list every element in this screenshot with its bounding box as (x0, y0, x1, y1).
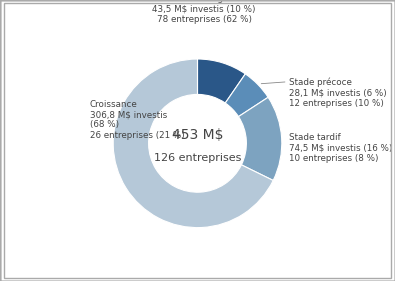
Wedge shape (198, 59, 245, 103)
Wedge shape (225, 74, 268, 117)
Text: Stade précoce
28,1 M$ investis (6 %)
12 entreprises (10 %): Stade précoce 28,1 M$ investis (6 %) 12 … (288, 78, 386, 108)
Text: Démarrage
43,5 M$ investis (10 %)
78 entreprises (62 %): Démarrage 43,5 M$ investis (10 %) 78 ent… (152, 0, 256, 24)
Wedge shape (239, 97, 282, 180)
Wedge shape (113, 59, 273, 228)
Text: 126 entreprises: 126 entreprises (154, 153, 241, 164)
Text: Stade tardif
74,5 M$ investis (16 %)
10 entreprises (8 %): Stade tardif 74,5 M$ investis (16 %) 10 … (288, 133, 392, 163)
Text: Croissance
306,8 M$ investis
(68 %)
26 entreprises (21 %): Croissance 306,8 M$ investis (68 %) 26 e… (90, 99, 184, 140)
Text: 453 M$: 453 M$ (172, 128, 223, 142)
